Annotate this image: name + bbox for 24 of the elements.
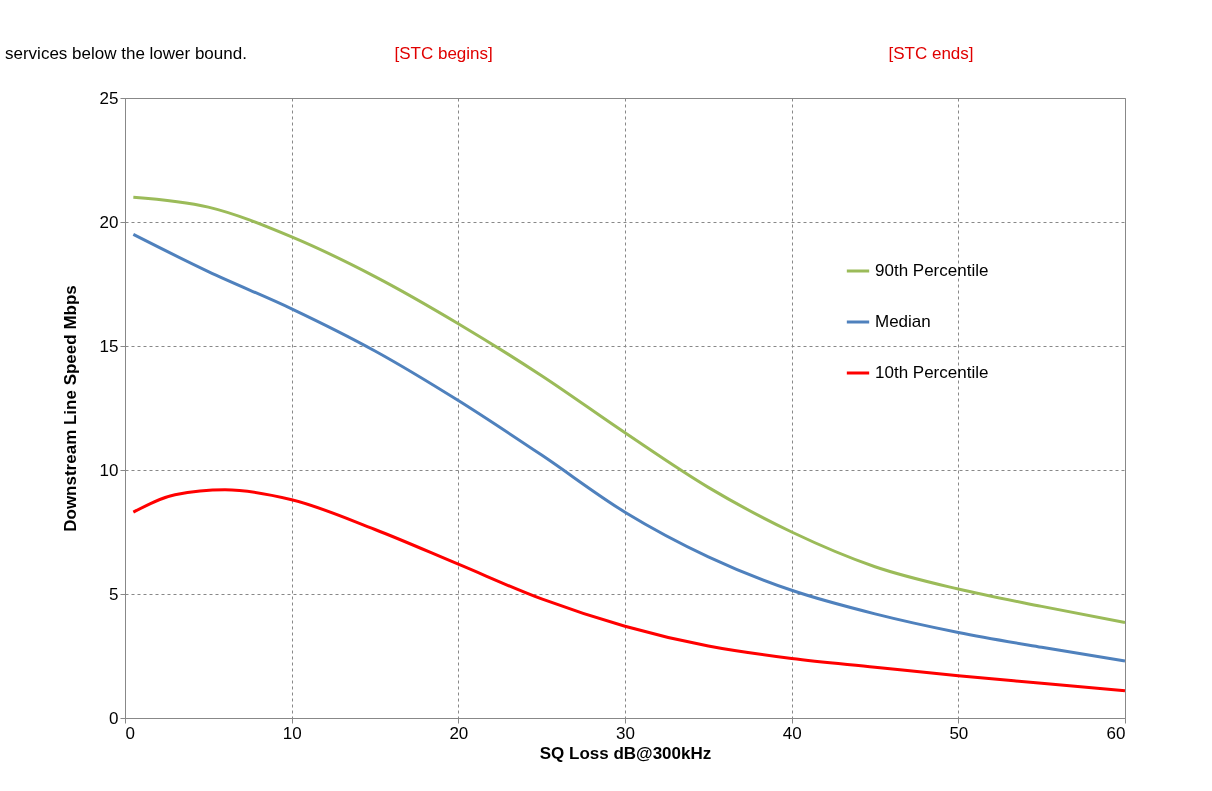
legend-label: 90th Percentile: [875, 261, 989, 280]
x-tick-label: 0: [125, 723, 135, 743]
x-tick-label: 60: [1106, 723, 1126, 743]
x-axis-title: SQ Loss dB@300kHz: [539, 743, 712, 763]
y-tick-label: 15: [99, 336, 119, 356]
x-tick-label: 10: [282, 723, 302, 743]
y-tick-label: 5: [109, 584, 119, 604]
x-tick-label: 50: [949, 723, 969, 743]
y-axis-title: Downstream Line Speed Mbps: [60, 285, 80, 532]
x-tick-label: 30: [616, 723, 635, 743]
y-tick-label: 0: [109, 708, 119, 728]
line-series: [131, 232, 1127, 663]
line-series: [131, 488, 1127, 693]
legend-label: Median: [875, 312, 931, 331]
x-tick-label: 20: [449, 723, 469, 743]
line-series: [131, 195, 1127, 625]
y-tick-label: 20: [99, 212, 119, 232]
text: services below the lower bound.: [5, 44, 247, 63]
y-tick-label: 10: [99, 460, 119, 480]
x-tick-label: 40: [782, 723, 802, 743]
text: [STC begins]: [394, 44, 493, 63]
y-tick-label: 25: [99, 88, 119, 108]
text: [STC ends]: [888, 44, 974, 63]
legend-label: 10th Percentile: [875, 363, 989, 382]
